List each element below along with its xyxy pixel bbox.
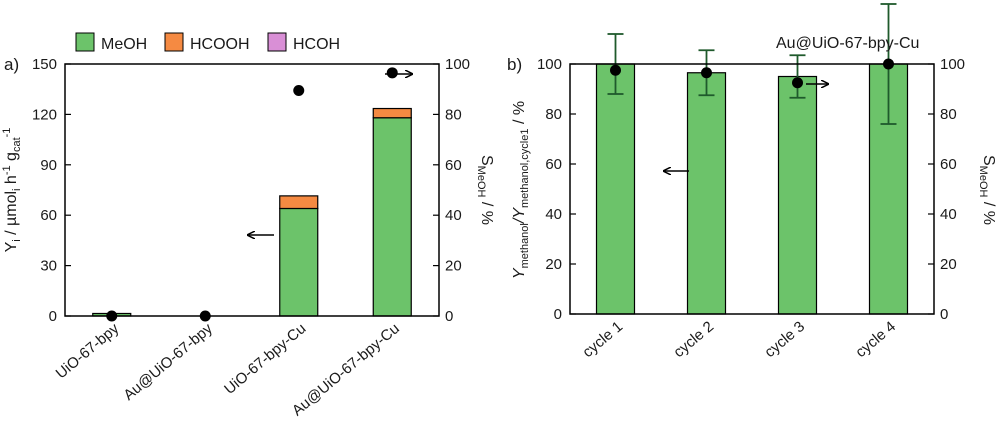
y-tick-label-30: 30 [40, 258, 57, 275]
y2-tick-label-20: 20 [940, 256, 957, 273]
panel-b-label: b) [507, 55, 522, 74]
bar-cycle-2-y-methanol-y-methanol-cycle1 [686, 72, 727, 315]
selectivity-point-cycle-2 [701, 67, 712, 79]
x-tick-label-uio-67-bpy-cu: UiO-67-bpy-Cu [221, 320, 309, 398]
y2-tick-label-80: 80 [940, 106, 957, 123]
y2-tick-label-80: 80 [445, 106, 462, 123]
y-tick-label-0: 0 [554, 306, 562, 323]
legend-item-meoh: MeOH [75, 32, 147, 53]
legend-label-meoh: MeOH [101, 36, 147, 53]
bar-cycle-1-y-methanol-y-methanol-cycle1 [595, 63, 636, 315]
bar-cycle-3-y-methanol-y-methanol-cycle1 [777, 75, 818, 315]
selectivity-point-cycle-1 [610, 64, 621, 76]
legend-item-hcooh: HCOOH [164, 32, 250, 53]
y-tick-label-150: 150 [32, 56, 57, 73]
y2-tick-label-40: 40 [940, 206, 957, 223]
panel-a-frame [64, 63, 440, 317]
panel-b-y2label: SMeOH / % [977, 155, 997, 225]
y2-tick-label-100: 100 [940, 56, 965, 73]
bar-au-uio-67-bpy-cu-meoh [372, 117, 412, 317]
panel-b-title: Au@UiO-67-bpy-Cu [776, 35, 919, 52]
y2-tick-label-60: 60 [940, 156, 957, 173]
x-tick-label-cycle-1: cycle 1 [579, 318, 626, 361]
y-tick-label-60: 60 [40, 207, 57, 224]
x-tick-label-au-uio-67-bpy: Au@UiO-67-bpy [120, 320, 216, 404]
bar-uio-67-bpy-cu-hcooh [279, 195, 319, 210]
legend-swatch-hcoh [267, 32, 287, 52]
y2-tick-label-0: 0 [940, 306, 948, 323]
x-tick-label-cycle-4: cycle 4 [852, 318, 899, 361]
y2-tick-label-20: 20 [445, 258, 462, 275]
legend-item-hcoh: HCOH [267, 32, 340, 53]
y-tick-label-120: 120 [32, 106, 57, 123]
selectivity-point-au-uio-67-bpy-cu [386, 67, 398, 79]
bar-uio-67-bpy-cu-meoh [279, 207, 319, 317]
legend-swatch-hcooh [164, 32, 184, 52]
y2-tick-label-60: 60 [445, 157, 462, 174]
y-tick-label-80: 80 [545, 106, 562, 123]
y-tick-label-20: 20 [545, 256, 562, 273]
y-tick-label-100: 100 [537, 56, 562, 73]
x-tick-label-cycle-3: cycle 3 [761, 318, 808, 361]
selectivity-point-cycle-3 [792, 77, 803, 89]
y2-tick-label-100: 100 [445, 56, 470, 73]
y-tick-label-90: 90 [40, 157, 57, 174]
legend-label-hcooh: HCOOH [190, 36, 250, 53]
legend-swatch-meoh [75, 32, 95, 52]
legend-label-hcoh: HCOH [293, 36, 340, 53]
x-tick-label-uio-67-bpy: UiO-67-bpy [53, 320, 123, 383]
panel-b-ylabel: Ymethanol/Ymethanol,cycle1 / % [511, 101, 531, 279]
y-tick-label-60: 60 [545, 156, 562, 173]
panel-b: b) cycle 1 cycle 2 cycle 3 cycle 4 0 20 40 60 80… [507, 3, 997, 361]
panel-b-marks [595, 3, 909, 315]
panel-a-y2label: SMeOH / % [475, 155, 495, 225]
panel-a-label: a) [4, 55, 19, 74]
panel-a-ylabel: Yi / µmoli h-1 gcat-1 [1, 128, 23, 253]
x-tick-label-cycle-2: cycle 2 [670, 318, 717, 361]
selectivity-point-uio-67-bpy-cu [293, 84, 305, 96]
y-tick-label-40: 40 [545, 206, 562, 223]
bar-au-uio-67-bpy-cu-hcooh [372, 107, 412, 119]
y-tick-label-0: 0 [49, 308, 57, 325]
y2-tick-label-40: 40 [445, 207, 462, 224]
panel-b-frame [569, 63, 935, 315]
legend: MeOH HCOOH HCOH [75, 32, 340, 53]
panel-a-marks [92, 67, 412, 322]
y2-tick-label-0: 0 [445, 308, 453, 325]
